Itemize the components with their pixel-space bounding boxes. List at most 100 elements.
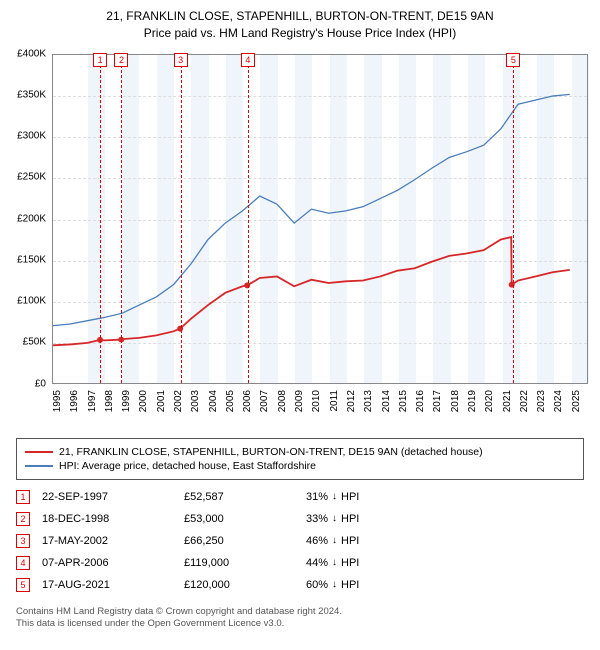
title-line-1: 21, FRANKLIN CLOSE, STAPENHILL, BURTON-O… [6, 8, 594, 25]
x-tick-label: 2011 [329, 390, 340, 412]
transaction-diff: 33% ↓ HPI [306, 513, 416, 525]
transaction-row: 4 07-APR-2006 £119,000 44% ↓ HPI [16, 552, 584, 574]
x-tick-label: 1997 [87, 390, 98, 412]
x-tick-label: 2006 [242, 390, 253, 412]
footnote: Contains HM Land Registry data © Crown c… [16, 606, 584, 632]
x-tick-label: 2022 [519, 390, 530, 412]
x-tick-label: 2010 [311, 390, 322, 412]
transaction-diff-vs: HPI [341, 535, 359, 547]
chart-region: £0 £50K £100K £150K £200K £250K £300K £350K £400… [6, 48, 594, 428]
x-tick-label: 1999 [121, 390, 132, 412]
transaction-vline [121, 55, 122, 383]
transaction-row: 218-DEC-1998£53,00033%↓HPI [16, 508, 584, 530]
series-line-property [53, 237, 570, 345]
x-tick-label: 2000 [138, 390, 149, 412]
x-tick-label: 2016 [415, 390, 426, 412]
y-tick-label: £250K [17, 172, 46, 183]
transaction-diff-vs: HPI [341, 557, 359, 569]
x-tick-label: 2013 [363, 390, 374, 412]
transaction-marker-number: 2 [114, 53, 128, 67]
line-chart-svg [53, 55, 587, 383]
arrow-down-icon: ↓ [332, 513, 337, 524]
transaction-date: 07-APR-2006 [42, 557, 172, 569]
transaction-number: 4 [16, 556, 30, 570]
transaction-vline [248, 55, 249, 383]
x-tick-label: 2004 [208, 390, 219, 412]
arrow-down-icon: ↓ [332, 535, 337, 546]
y-tick-label: £100K [17, 296, 46, 307]
transaction-diff-vs: HPI [341, 491, 359, 503]
y-tick-label: £50K [23, 337, 46, 348]
transaction-marker-number: 5 [506, 53, 520, 67]
transaction-diff-percent: 60% [306, 579, 328, 591]
transaction-price: £119,000 [184, 557, 294, 569]
x-tick-label: 1995 [52, 390, 63, 412]
transaction-number: 2 [16, 512, 30, 526]
x-axis-ticks: 1995 1996 1997 1998 1999 2000 2001 2002 2003 2004… [52, 386, 588, 426]
y-tick-label: £150K [17, 254, 46, 265]
transaction-price: £66,250 [184, 535, 294, 547]
x-tick-label: 2009 [294, 390, 305, 412]
y-tick-label: £300K [17, 131, 46, 142]
transactions-table: 122-SEP-1997£52,58731%↓HPI218-DEC-1998£5… [16, 486, 584, 596]
transaction-diff-vs: HPI [341, 513, 359, 525]
x-tick-label: 2008 [277, 390, 288, 412]
transaction-vline [181, 55, 182, 383]
x-tick-label: 2001 [156, 390, 167, 412]
x-tick-label: 2003 [190, 390, 201, 412]
transaction-diff-percent: 33% [306, 513, 328, 525]
transaction-diff: 44% ↓ HPI [306, 557, 416, 569]
x-tick-label: 1998 [104, 390, 115, 412]
plot-area: 12 3 4 5 [52, 54, 588, 384]
transaction-marker-number: 1 [93, 53, 107, 67]
x-tick-label: 2002 [173, 390, 184, 412]
legend-item: 21, FRANKLIN CLOSE, STAPENHILL, BURTON-O… [25, 445, 575, 459]
x-tick-label: 2025 [571, 390, 582, 412]
transaction-marker-number: 4 [241, 53, 255, 67]
arrow-down-icon: ↓ [332, 579, 337, 590]
transaction-diff: 31%↓HPI [306, 491, 416, 503]
transaction-row: 517-AUG-2021£120,00060%↓HPI [16, 574, 584, 596]
x-tick-label: 2024 [553, 390, 564, 412]
arrow-down-icon: ↓ [332, 557, 337, 568]
y-tick-label: £400K [17, 48, 46, 59]
transaction-number: 3 [16, 534, 30, 548]
footnote-line-2: This data is licensed under the Open Gov… [16, 618, 584, 631]
legend-label: HPI: Average price, detached house, East… [59, 460, 316, 472]
x-tick-label: 2023 [536, 390, 547, 412]
y-tick-label: £350K [17, 89, 46, 100]
transaction-diff-vs: HPI [341, 579, 359, 591]
transaction-vline [100, 55, 101, 383]
x-tick-label: 2019 [467, 390, 478, 412]
y-tick-label: £0 [35, 378, 46, 389]
x-tick-label: 2012 [346, 390, 357, 412]
transaction-price: £52,587 [184, 491, 294, 503]
x-tick-label: 2015 [398, 390, 409, 412]
x-tick-label: 2005 [225, 390, 236, 412]
transaction-number: 1 [16, 490, 30, 504]
transaction-marker-number: 3 [174, 53, 188, 67]
y-axis-ticks: £0£50K£100K£150K£200K£250K£300K£350K£400… [6, 54, 50, 384]
y-tick-label: £200K [17, 213, 46, 224]
x-tick-label: 2020 [484, 390, 495, 412]
transaction-diff-percent: 31% [306, 491, 328, 503]
legend-label: 21, FRANKLIN CLOSE, STAPENHILL, BURTON-O… [59, 446, 483, 458]
x-tick-label: 1996 [69, 390, 80, 412]
legend-swatch [25, 465, 53, 467]
x-tick-label: 2021 [502, 390, 513, 412]
transaction-diff: 46% ↓ HPI [306, 535, 416, 547]
transaction-number: 5 [16, 578, 30, 592]
transaction-date: 17-AUG-2021 [42, 579, 172, 591]
x-tick-label: 2007 [259, 390, 270, 412]
chart-title-block: 21, FRANKLIN CLOSE, STAPENHILL, BURTON-O… [6, 8, 594, 42]
transaction-date: 17-MAY-2002 [42, 535, 172, 547]
chart-legend: 21, FRANKLIN CLOSE, STAPENHILL, BURTON-O… [16, 438, 584, 480]
transaction-diff-percent: 44% [306, 557, 328, 569]
footnote-line-1: Contains HM Land Registry data © Crown c… [16, 606, 584, 619]
transaction-diff-percent: 46% [306, 535, 328, 547]
x-tick-label: 2018 [450, 390, 461, 412]
transaction-row: 122-SEP-1997£52,58731%↓HPI [16, 486, 584, 508]
transaction-price: £53,000 [184, 513, 294, 525]
transaction-row: 3 17-MAY-2002 £66,250 46% ↓ HPI [16, 530, 584, 552]
x-tick-label: 2017 [432, 390, 443, 412]
